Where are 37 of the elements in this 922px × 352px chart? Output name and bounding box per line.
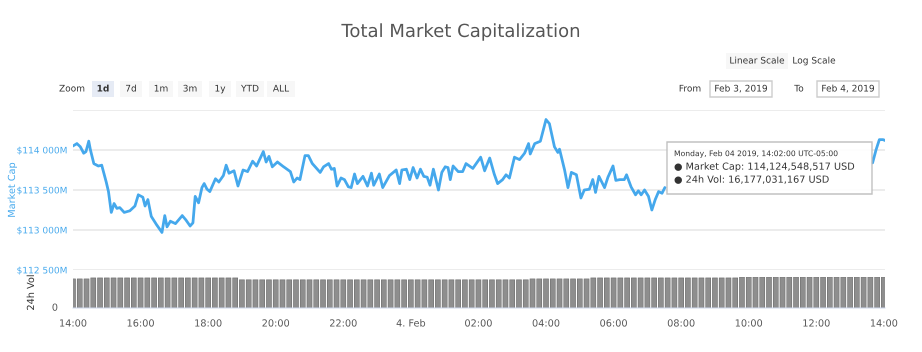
text: YTD (240, 84, 258, 92)
x-tick-label: 06:00 (600, 319, 627, 327)
x-tick-label: 20:00 (262, 319, 290, 327)
x-tick-label: 14:00 (60, 319, 86, 327)
annotation: ● 24h Vol: 16,177,031,167 USD (674, 175, 829, 184)
x-tick-label: 18:00 (195, 319, 222, 327)
text: 1y (215, 84, 226, 94)
text: 1m (154, 84, 168, 92)
x-tick-label: 10:00 (736, 319, 762, 327)
x-tick-label: 08:00 (668, 319, 695, 327)
x-tick-label: 16:00 (128, 319, 154, 327)
text: From (680, 84, 700, 92)
text: Feb 3, 2019 (715, 84, 768, 93)
y-tick-label: $114 000M (17, 146, 67, 155)
annotation: ● Market Cap: 114,124,548,517 USD (674, 162, 854, 172)
text: 3m (183, 84, 197, 92)
text: ALL (272, 84, 290, 92)
x-tick-label: 14:00 (870, 319, 898, 327)
y-axis-title: 24h Vol (26, 275, 34, 310)
y-tick-label: $112 500M (17, 266, 67, 275)
text: Feb 4, 2019 (822, 84, 874, 93)
x-tick-label: 02:00 (465, 319, 492, 327)
text: Zoom (59, 84, 84, 92)
x-tick-label: 04:00 (532, 319, 560, 327)
x-tick-label: 22:00 (330, 319, 357, 327)
x-tick-label: 12:00 (803, 319, 830, 327)
y-axis-title: Market Cap (8, 162, 17, 217)
text: Log Scale (793, 56, 836, 66)
text: 7d (126, 84, 136, 92)
y-tick-label: $113 500M (17, 186, 67, 195)
chart-title: Total Market Capitalization (341, 23, 580, 41)
text: 1d (98, 84, 109, 92)
text: 0 (52, 303, 58, 311)
y-tick-label: $113 000M (17, 226, 67, 235)
text: Linear Scale (730, 56, 784, 64)
text: To (794, 84, 804, 92)
x-tick-label: 4. Feb (396, 319, 426, 327)
